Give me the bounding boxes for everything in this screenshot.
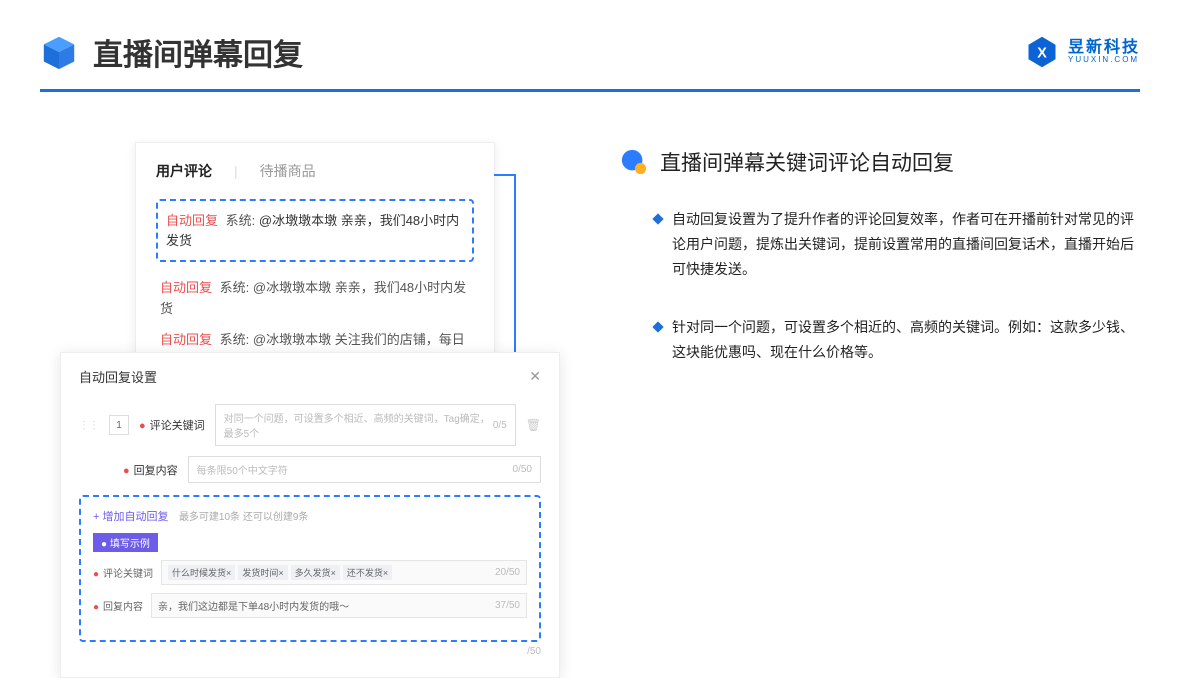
highlighted-comment: 自动回复 系统: @冰墩墩本墩 亲亲，我们48小时内发货: [156, 199, 474, 262]
tag-chip: 什么时候发货×: [168, 565, 235, 580]
add-auto-reply-link[interactable]: + 增加自动回复: [93, 511, 168, 523]
content-label: ●回复内容: [123, 462, 178, 478]
system-tag: 系统:: [220, 280, 250, 295]
logo-en: YUUXIN.COM: [1068, 56, 1140, 64]
tab-pending-goods[interactable]: 待播商品: [260, 161, 316, 181]
row-number: 1: [109, 415, 129, 435]
header-left: 直播间弹幕回复: [40, 30, 303, 74]
system-tag: 系统:: [220, 332, 250, 347]
bullet-list: 自动回复设置为了提升作者的评论回复效率，作者可在开播前针对常见的评论用户问题，提…: [620, 207, 1140, 365]
section-head: 直播间弹幕关键词评论自动回复: [620, 147, 1140, 177]
bullet-item: 针对同一个问题，可设置多个相近的、高频的关键词。例如：这款多少钱、这块能优惠吗、…: [654, 315, 1140, 365]
delete-icon[interactable]: 🗑: [526, 418, 541, 432]
comment-row: 自动回复 系统: @冰墩墩本墩 亲亲，我们48小时内发货: [156, 278, 474, 320]
example-tags: 什么时候发货×发货时间× 多久发货×还不发货×: [168, 565, 395, 580]
tag-chip: 还不发货×: [343, 565, 392, 580]
content: 用户评论 | 待播商品 自动回复 系统: @冰墩墩本墩 亲亲，我们48小时内发货…: [0, 92, 1180, 642]
keyword-label: ●评论关键词: [139, 417, 205, 433]
system-tag: 系统:: [226, 213, 256, 228]
logo-text: 昱新科技 YUUXIN.COM: [1068, 40, 1140, 64]
bullet-item: 自动回复设置为了提升作者的评论回复效率，作者可在开播前针对常见的评论用户问题，提…: [654, 207, 1140, 283]
char-count: 0/5: [493, 420, 507, 431]
brand-logo: X 昱新科技 YUUXIN.COM: [1024, 34, 1140, 70]
example-content-label: ●回复内容: [93, 598, 143, 613]
example-content-text: 亲，我们这边都是下单48小时内发货的哦～: [158, 598, 349, 613]
connector-line: [494, 174, 514, 176]
diamond-icon: [652, 213, 663, 224]
keyword-row: ⋮⋮ 1 ●评论关键词 对同一个问题，可设置多个相近、高频的关键词，Tag确定，…: [79, 404, 541, 446]
right-column: 直播间弹幕关键词评论自动回复 自动回复设置为了提升作者的评论回复效率，作者可在开…: [620, 142, 1140, 622]
char-count: 0/50: [513, 464, 532, 475]
outer-count: /50: [79, 646, 541, 657]
bullet-text: 针对同一个问题，可设置多个相近的、高频的关键词。例如：这款多少钱、这块能优惠吗、…: [672, 315, 1140, 365]
page-header: 直播间弹幕回复 X 昱新科技 YUUXIN.COM: [0, 0, 1180, 74]
content-row: ●回复内容 每条限50个中文字符 0/50: [79, 456, 541, 483]
add-note: 最多可建10条 还可以创建9条: [179, 512, 308, 523]
svg-text:X: X: [1037, 45, 1047, 61]
char-count: 20/50: [495, 567, 520, 578]
content-input[interactable]: 每条限50个中文字符 0/50: [188, 456, 541, 483]
example-badge: ● 填写示例: [93, 533, 158, 552]
page-title: 直播间弹幕回复: [93, 30, 303, 74]
section-title: 直播间弹幕关键词评论自动回复: [660, 147, 954, 177]
logo-hex-icon: X: [1024, 34, 1060, 70]
settings-card: 自动回复设置 ✕ ⋮⋮ 1 ●评论关键词 对同一个问题，可设置多个相近、高频的关…: [60, 352, 560, 678]
left-column: 用户评论 | 待播商品 自动回复 系统: @冰墩墩本墩 亲亲，我们48小时内发货…: [60, 142, 560, 622]
example-content-box: 亲，我们这边都是下单48小时内发货的哦～ 37/50: [151, 593, 527, 618]
bullet-text: 自动回复设置为了提升作者的评论回复效率，作者可在开播前针对常见的评论用户问题，提…: [672, 207, 1140, 283]
example-keyword-row: ●评论关键词 什么时候发货×发货时间× 多久发货×还不发货× 20/50: [93, 560, 527, 585]
placeholder: 每条限50个中文字符: [197, 462, 288, 477]
chat-bubble-icon: [620, 148, 648, 176]
settings-title: 自动回复设置: [79, 367, 157, 386]
add-row: + 增加自动回复 最多可建10条 还可以创建9条: [93, 507, 527, 525]
example-content-row: ●回复内容 亲，我们这边都是下单48小时内发货的哦～ 37/50: [93, 593, 527, 618]
char-count: 37/50: [495, 600, 520, 611]
settings-header: 自动回复设置 ✕: [79, 367, 541, 386]
auto-reply-tag: 自动回复: [160, 332, 212, 347]
tag-chip: 多久发货×: [291, 565, 340, 580]
example-section: + 增加自动回复 最多可建10条 还可以创建9条 ● 填写示例 ●评论关键词 什…: [79, 495, 541, 642]
diamond-icon: [652, 321, 663, 332]
tabs: 用户评论 | 待播商品: [156, 161, 474, 181]
tag-chip: 发货时间×: [238, 565, 287, 580]
example-kw-box: 什么时候发货×发货时间× 多久发货×还不发货× 20/50: [161, 560, 527, 585]
cube-icon: [40, 33, 78, 71]
auto-reply-tag: 自动回复: [160, 280, 212, 295]
tab-separator: |: [234, 163, 238, 179]
tab-user-comments[interactable]: 用户评论: [156, 161, 212, 181]
keyword-input[interactable]: 对同一个问题，可设置多个相近、高频的关键词，Tag确定，最多5个 0/5: [215, 404, 516, 446]
drag-handle-icon[interactable]: ⋮⋮: [79, 420, 99, 431]
logo-cn: 昱新科技: [1068, 40, 1140, 56]
close-icon[interactable]: ✕: [529, 368, 541, 385]
placeholder: 对同一个问题，可设置多个相近、高频的关键词，Tag确定，最多5个: [224, 410, 493, 440]
auto-reply-tag: 自动回复: [166, 213, 218, 228]
example-kw-label: ●评论关键词: [93, 565, 153, 580]
